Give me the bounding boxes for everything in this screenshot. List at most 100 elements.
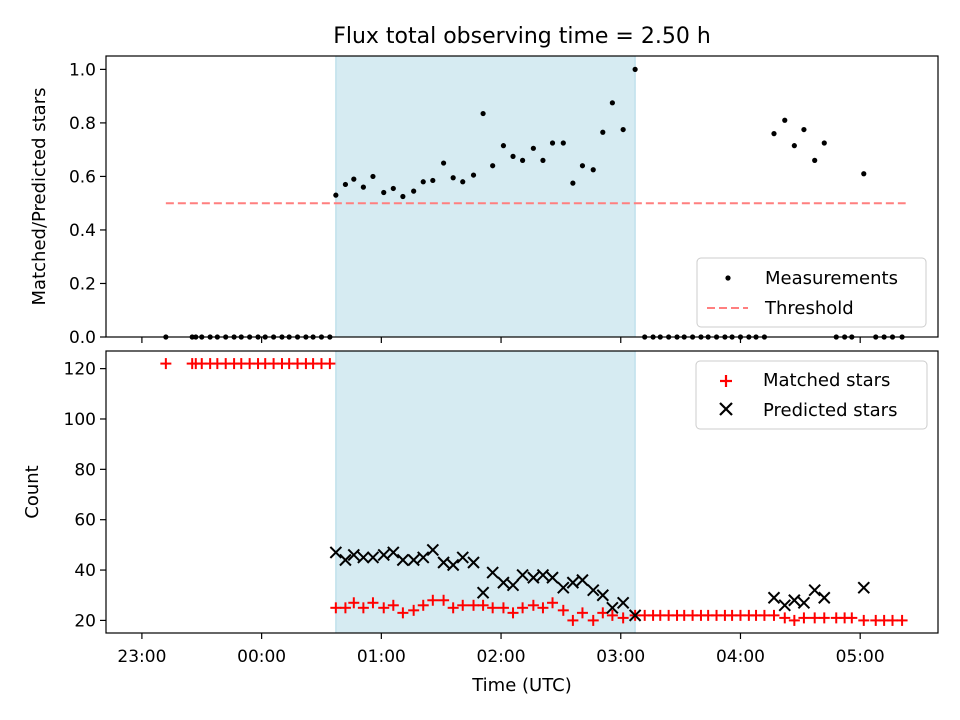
legend-threshold-label: Threshold — [764, 298, 854, 319]
measurement-point — [470, 172, 477, 178]
matched-star-point — [477, 599, 489, 611]
measurement-point — [400, 193, 406, 200]
predicted-star-point — [767, 591, 781, 604]
predicted-star-point — [426, 543, 440, 557]
measurement-point — [590, 167, 596, 173]
measurement-point — [600, 129, 606, 135]
legend-matched-marker — [720, 375, 732, 387]
x-tick-label: 04:00 — [716, 647, 765, 667]
top-legend: Measurements Threshold — [696, 257, 927, 328]
bottom-legend-box — [695, 360, 928, 430]
chart-title: Flux total observing time = 2.50 h — [333, 24, 711, 49]
matched-star-point — [896, 614, 908, 626]
measurement-point — [549, 140, 556, 146]
matched-star-point — [487, 602, 499, 614]
measurement-point — [632, 66, 638, 72]
legend-measurements-marker — [725, 275, 731, 281]
measurement-point — [411, 188, 417, 194]
predicted-star-point — [818, 591, 831, 604]
matched-star-point — [788, 614, 800, 626]
y-tick-label: 0.6 — [69, 167, 96, 187]
matched-star-point — [378, 602, 390, 614]
legend-measurements-label: Measurements — [765, 268, 898, 289]
measurement-point — [821, 140, 827, 146]
y-tick-label: 0.0 — [69, 328, 96, 348]
predicted-star-point — [516, 568, 529, 582]
predicted-star-point — [536, 568, 550, 582]
measurement-point — [519, 157, 526, 163]
predicted-star-point — [486, 566, 499, 579]
measurement-point — [782, 117, 788, 123]
predicted-star-point — [357, 551, 370, 564]
matched-star-point — [330, 602, 342, 614]
matched-stars-points — [160, 358, 908, 626]
top-panel: 0.0 0.2 0.4 0.6 0.8 1.0 Matched/Predicted sta… — [29, 55, 939, 348]
matched-star-point — [339, 602, 351, 614]
matched-star-point — [497, 602, 509, 614]
predicted-star-point — [347, 548, 361, 562]
measurement-point — [510, 153, 516, 159]
matched-star-point — [457, 599, 469, 611]
bottom-legend: Matched stars Predicted stars — [695, 360, 928, 430]
predicted-star-point — [778, 599, 791, 612]
measurement-point — [342, 181, 349, 188]
matched-star-point — [798, 612, 810, 624]
x-tick-label: 05:00 — [836, 647, 885, 667]
measurement-point — [460, 179, 466, 185]
predicted-star-point — [546, 571, 559, 584]
predicted-star-point — [797, 596, 811, 609]
y-tick-label: 40 — [74, 561, 96, 581]
predicted-star-point — [808, 583, 821, 597]
matched-star-point — [537, 602, 549, 614]
measurement-point — [771, 131, 777, 137]
predicted-star-point — [606, 601, 619, 615]
y-tick-label: 20 — [74, 611, 96, 631]
predicted-star-point — [417, 551, 430, 564]
top-shaded-region — [335, 55, 636, 338]
predicted-star-point — [366, 551, 380, 564]
matched-star-point — [367, 597, 379, 609]
matched-star-point — [779, 612, 791, 624]
predicted-stars-points — [329, 543, 870, 622]
y-tick-label: 120 — [64, 360, 96, 380]
measurement-point — [560, 140, 566, 146]
measurement-point — [570, 180, 576, 186]
measurement-point — [490, 163, 496, 169]
predicted-star-point — [446, 558, 460, 572]
predicted-star-point — [596, 589, 610, 602]
y-tick-label: 1.0 — [69, 60, 96, 80]
x-axis-label: Time (UTC) — [471, 675, 572, 696]
legend-predicted-marker — [719, 402, 733, 416]
matched-star-point — [527, 599, 539, 611]
measurement-point — [579, 163, 586, 169]
matched-star-point — [468, 599, 480, 611]
matched-star-point — [447, 602, 459, 614]
measurement-point — [500, 143, 507, 149]
matched-star-point — [557, 604, 569, 616]
matched-star-point — [809, 612, 821, 624]
predicted-star-point — [587, 583, 600, 597]
y-tick-label: 0.8 — [69, 114, 96, 134]
measurement-point — [450, 175, 456, 181]
predicted-star-point — [566, 576, 580, 589]
measurement-point — [620, 126, 626, 133]
measurement-point — [360, 184, 366, 190]
measurement-point — [430, 177, 436, 184]
y-tick-label: 100 — [64, 410, 96, 430]
top-y-axis-ticks: 0.0 0.2 0.4 0.6 0.8 1.0 — [69, 60, 106, 348]
predicted-star-point — [616, 596, 630, 609]
matched-star-point — [846, 612, 858, 624]
predicted-star-point — [377, 548, 390, 562]
measurement-point — [812, 157, 818, 163]
bottom-shaded-region — [335, 350, 636, 634]
x-tick-label: 00:00 — [237, 647, 286, 667]
measurement-point — [540, 157, 546, 163]
measurement-point — [390, 185, 396, 192]
matched-star-point — [357, 602, 369, 614]
measurement-point — [440, 160, 447, 166]
matched-star-point — [517, 602, 529, 614]
measurement-point — [333, 192, 339, 198]
predicted-star-point — [506, 578, 520, 592]
measurement-point — [801, 126, 807, 133]
